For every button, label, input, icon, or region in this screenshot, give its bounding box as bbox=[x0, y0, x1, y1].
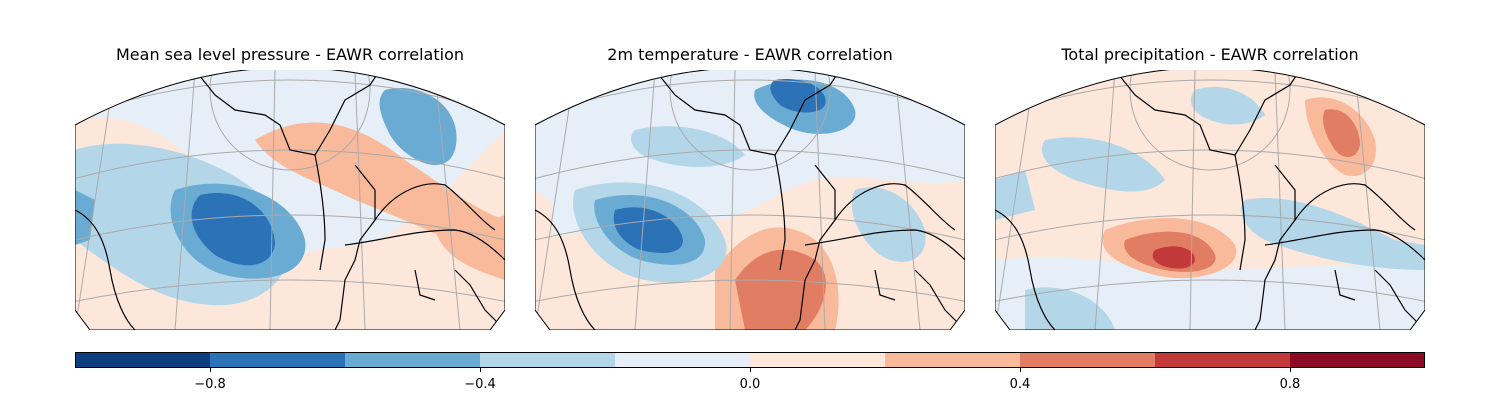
panel-title-tp: Total precipitation - EAWR correlation bbox=[1061, 45, 1359, 64]
colorbar-bin bbox=[345, 352, 481, 368]
colorbar-tick-label: −0.4 bbox=[464, 377, 496, 392]
colorbar-tick-label: 0.8 bbox=[1279, 377, 1301, 392]
colorbar-tick-mark bbox=[210, 368, 211, 372]
colorbar-bin bbox=[480, 352, 616, 368]
mslp-coastlines bbox=[75, 70, 505, 330]
panel-title-mslp: Mean sea level pressure - EAWR correlati… bbox=[116, 45, 464, 64]
colorbar-svg bbox=[75, 352, 1425, 368]
colorbar-tick-label: 0.0 bbox=[739, 377, 761, 392]
panel-mslp: Mean sea level pressure - EAWR correlati… bbox=[75, 44, 505, 334]
map-mslp bbox=[75, 70, 505, 330]
map-t2m bbox=[535, 70, 965, 330]
panel-tp: Total precipitation - EAWR correlation bbox=[995, 44, 1425, 334]
colorbar-border bbox=[75, 352, 1425, 368]
colorbar-bin bbox=[1155, 352, 1291, 368]
panel-t2m: 2m temperature - EAWR correlation bbox=[535, 44, 965, 334]
t2m-coastlines bbox=[535, 70, 965, 330]
colorbar-bin bbox=[75, 352, 211, 368]
colorbar-bin bbox=[885, 352, 1021, 368]
colorbar-bin bbox=[210, 352, 346, 368]
map-tp bbox=[995, 70, 1425, 330]
colorbar-tick-mark bbox=[480, 368, 481, 372]
tp-coastlines bbox=[995, 70, 1425, 330]
colorbar-bin bbox=[750, 352, 886, 368]
t2m-field bbox=[535, 70, 965, 330]
colorbar-tick-mark bbox=[1020, 368, 1021, 372]
colorbar-tick-mark bbox=[1290, 368, 1291, 372]
colorbar-bin bbox=[615, 352, 751, 368]
panel-title-t2m: 2m temperature - EAWR correlation bbox=[607, 45, 893, 64]
colorbar-tick-mark bbox=[750, 368, 751, 372]
colorbar-bin bbox=[1290, 352, 1425, 368]
colorbar bbox=[75, 352, 1425, 368]
tp-field bbox=[995, 70, 1425, 330]
mslp-field bbox=[75, 70, 505, 330]
colorbar-tick-label: 0.4 bbox=[1009, 377, 1031, 392]
colorbar-bin bbox=[1020, 352, 1156, 368]
colorbar-tick-label: −0.8 bbox=[194, 377, 226, 392]
